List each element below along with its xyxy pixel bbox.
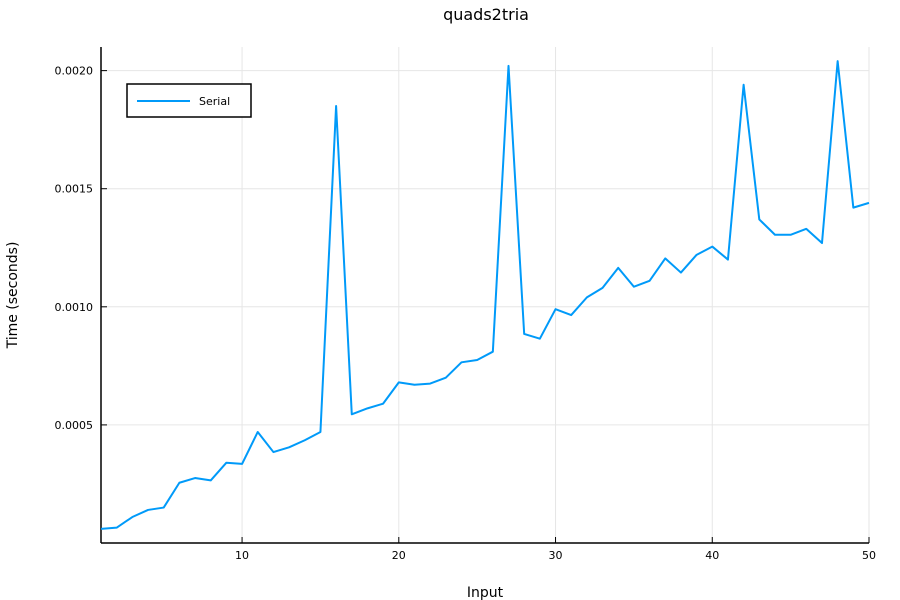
y-tick-label: 0.0005 bbox=[55, 419, 94, 432]
chart-title: quads2tria bbox=[443, 5, 529, 24]
x-tick-label: 20 bbox=[392, 549, 406, 562]
series bbox=[100, 60, 870, 530]
y-tick-label: 0.0015 bbox=[55, 183, 94, 196]
y-tick-label: 0.0020 bbox=[55, 65, 94, 78]
y-tick-label: 0.0010 bbox=[55, 301, 94, 314]
x-tick-label: 40 bbox=[705, 549, 719, 562]
series-line-serial bbox=[100, 60, 870, 530]
grid bbox=[101, 47, 870, 543]
y-axis-label: Time (seconds) bbox=[5, 242, 21, 350]
x-axis-label: Input bbox=[467, 585, 504, 600]
x-tick-label: 50 bbox=[862, 549, 876, 562]
legend-label-serial: Serial bbox=[199, 95, 230, 108]
x-tick-label: 30 bbox=[549, 549, 563, 562]
legend: Serial bbox=[126, 83, 252, 118]
x-tick-label: 10 bbox=[235, 549, 249, 562]
axes bbox=[100, 47, 869, 544]
ticks: 10 20 30 40 50 0.0005 0.0010 0.0015 0.0020 bbox=[55, 65, 877, 562]
